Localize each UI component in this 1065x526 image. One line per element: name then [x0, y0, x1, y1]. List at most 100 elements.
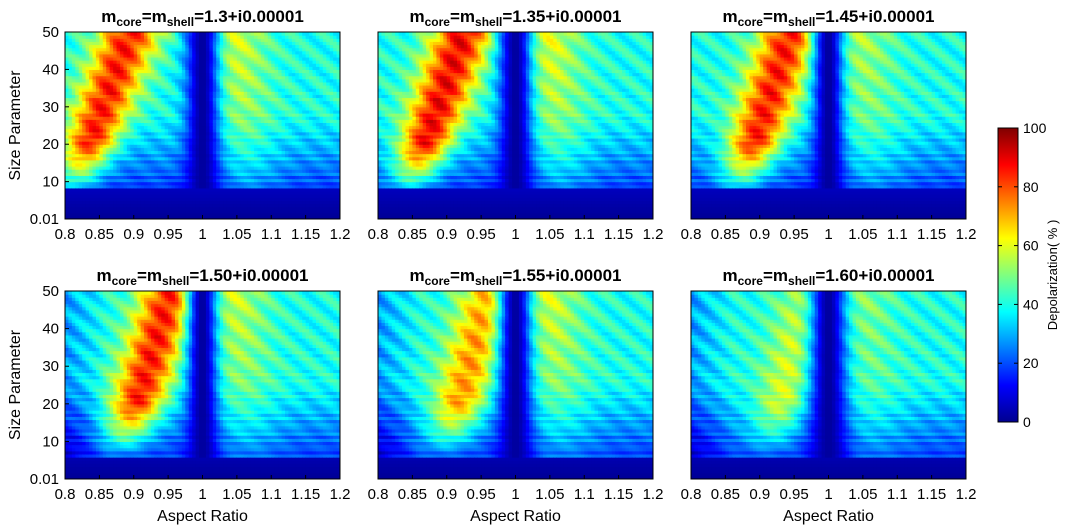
- heatmap-cell: [195, 69, 200, 74]
- heatmap-cell: [212, 162, 217, 167]
- heatmap-cell: [68, 184, 73, 189]
- heatmap-cell: [302, 134, 307, 139]
- heatmap-cell: [381, 69, 386, 74]
- heatmap-cell: [144, 106, 149, 111]
- heatmap-cell: [298, 119, 303, 123]
- heatmap-cell: [154, 144, 159, 148]
- heatmap-cell: [147, 75, 152, 80]
- heatmap-cell: [192, 169, 197, 173]
- heatmap-cell: [247, 88, 252, 92]
- heatmap-cell: [68, 134, 73, 139]
- heatmap-cell: [333, 97, 338, 102]
- heatmap-cell: [65, 172, 70, 176]
- heatmap-cell: [264, 119, 269, 123]
- heatmap-cell: [257, 194, 262, 198]
- heatmap-cell: [99, 212, 104, 217]
- heatmap-cell: [326, 147, 331, 152]
- heatmap-cell: [99, 63, 104, 67]
- heatmap-cell: [274, 194, 279, 198]
- heatmap-cell: [85, 178, 90, 183]
- heatmap-cell: [233, 134, 238, 139]
- heatmap-cell: [329, 35, 334, 39]
- heatmap-cell: [230, 69, 235, 74]
- heatmap-cell: [243, 32, 248, 36]
- heatmap-cell: [178, 103, 183, 108]
- heatmap-cell: [106, 41, 111, 46]
- heatmap-cell: [181, 81, 186, 86]
- heatmap-cell: [267, 184, 272, 189]
- heatmap-cell: [116, 41, 121, 46]
- heatmap-cell: [260, 84, 265, 89]
- heatmap-cell: [123, 153, 128, 158]
- heatmap-cell: [188, 81, 193, 86]
- heatmap-cell: [109, 200, 114, 205]
- heatmap-cell: [71, 41, 76, 46]
- heatmap-cell: [226, 35, 231, 39]
- heatmap-cell: [92, 32, 97, 36]
- heatmap-cell: [329, 187, 334, 192]
- heatmap-cell: [205, 159, 210, 164]
- heatmap-cell: [285, 103, 290, 108]
- heatmap-cell: [247, 159, 252, 164]
- heatmap-cell: [305, 184, 310, 189]
- heatmap-cell: [278, 134, 283, 139]
- heatmap-cell: [78, 184, 83, 189]
- heatmap-cell: [298, 156, 303, 161]
- heatmap-cell: [89, 66, 94, 70]
- heatmap-cell: [254, 109, 259, 114]
- heatmap-cell: [333, 44, 338, 49]
- heatmap-cell: [305, 63, 310, 67]
- heatmap-cell: [92, 209, 97, 214]
- heatmap-cell: [223, 197, 228, 201]
- heatmap-cell: [312, 162, 317, 167]
- heatmap-cell: [274, 44, 279, 49]
- heatmap-cell: [192, 97, 197, 102]
- heatmap-cell: [288, 162, 293, 167]
- heatmap-cell: [71, 63, 76, 67]
- heatmap-cell: [302, 122, 307, 127]
- heatmap-cell: [181, 162, 186, 167]
- heatmap-cell: [178, 78, 183, 83]
- heatmap-cell: [381, 50, 386, 55]
- heatmap-cell: [202, 78, 207, 83]
- heatmap-cell: [126, 69, 131, 74]
- heatmap-cell: [309, 63, 314, 67]
- heatmap-cell: [267, 60, 272, 64]
- heatmap-cell: [384, 209, 389, 214]
- heatmap-cell: [281, 206, 286, 211]
- heatmap-cell: [260, 53, 265, 58]
- heatmap-cell: [168, 181, 173, 186]
- heatmap-cell: [250, 53, 255, 58]
- heatmap-cell: [378, 56, 383, 61]
- heatmap-cell: [109, 122, 114, 127]
- heatmap-cell: [130, 131, 135, 136]
- heatmap-cell: [130, 119, 135, 123]
- heatmap-cell: [89, 38, 94, 42]
- heatmap-cell: [291, 75, 296, 80]
- heatmap-cell: [322, 147, 327, 152]
- heatmap-cell: [250, 175, 255, 180]
- heatmap-cell: [205, 137, 210, 142]
- heatmap-cell: [336, 212, 340, 217]
- heatmap-cell: [75, 69, 80, 74]
- heatmap-cell: [137, 72, 142, 77]
- heatmap-cell: [102, 215, 107, 219]
- heatmap-cell: [133, 187, 138, 192]
- heatmap-cell: [326, 32, 331, 36]
- heatmap-cell: [123, 113, 128, 117]
- heatmap-cell: [68, 147, 73, 152]
- heatmap-cell: [240, 200, 245, 205]
- heatmap-cell: [298, 113, 303, 117]
- heatmap-cell: [68, 113, 73, 117]
- heatmap-cell: [202, 106, 207, 111]
- heatmap-cell: [254, 150, 259, 155]
- heatmap-cell: [384, 119, 389, 123]
- heatmap-cell: [312, 194, 317, 198]
- heatmap-cell: [164, 41, 169, 46]
- heatmap-cell: [384, 97, 389, 102]
- heatmap-cell: [212, 81, 217, 86]
- heatmap-cell: [140, 128, 145, 133]
- heatmap-cell: [378, 97, 383, 102]
- heatmap-cell: [264, 162, 269, 167]
- heatmap-cell: [295, 172, 300, 176]
